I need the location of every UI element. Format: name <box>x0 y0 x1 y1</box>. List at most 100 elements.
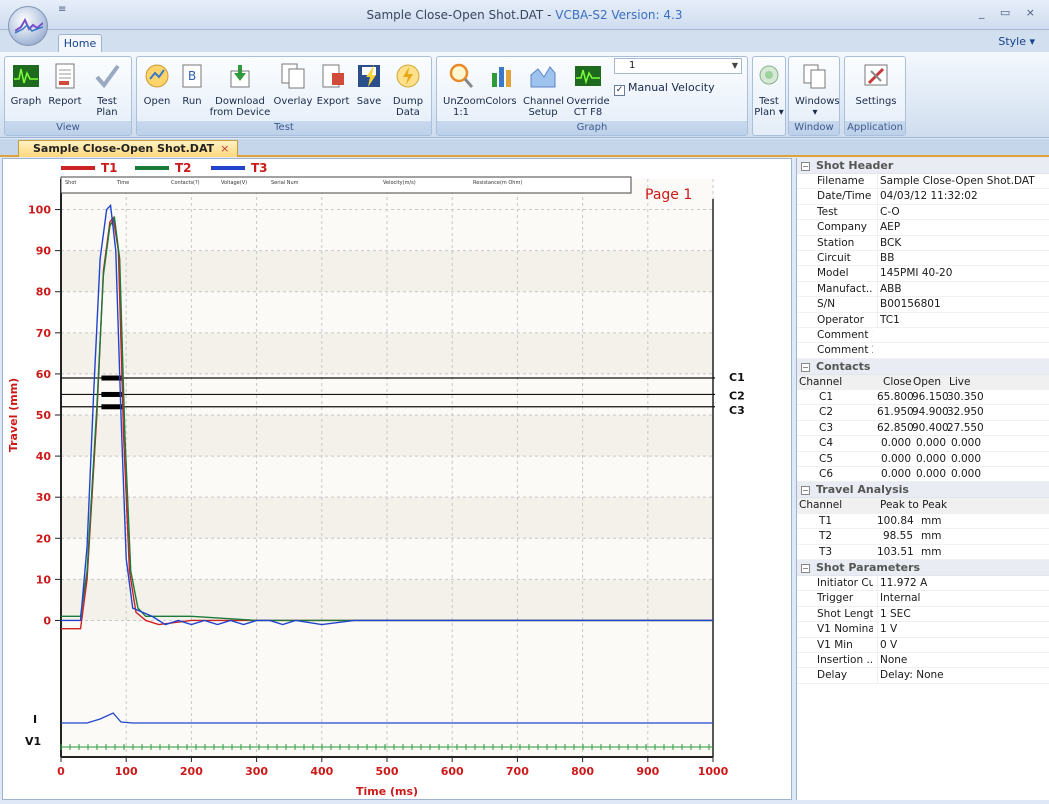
colors-button[interactable]: Colors <box>483 59 519 107</box>
property-value: 1 V <box>877 622 897 638</box>
property-row[interactable]: Circuit BB <box>797 250 1049 267</box>
contact-row[interactable]: C6 0.000 0.000 0.000 <box>797 467 1049 483</box>
property-value: 1 SEC <box>877 606 911 622</box>
header-strip-label: Contacts(?) <box>171 180 200 186</box>
quick-access-toolbar[interactable]: ≡ <box>58 4 67 15</box>
property-row[interactable]: Delay Delay: None <box>797 668 1049 684</box>
style-menu[interactable]: Style ▾ <box>998 35 1035 48</box>
channel-setup-button[interactable]: Channel Setup <box>521 59 565 118</box>
travel-value: 103.51 <box>877 545 914 558</box>
property-value: AEP <box>877 220 900 236</box>
property-row[interactable]: S/N B00156801 <box>797 297 1049 313</box>
windows-button[interactable]: Windows ▾ <box>791 59 840 118</box>
x-tick-label: 900 <box>636 765 659 778</box>
header-strip-label: Serial Num <box>271 180 299 186</box>
graph-panel[interactable]: 0 10 20 30 40 50 60 70 80 90 100 0 100 200 300 400 500 60… <box>2 158 792 800</box>
y-tick-label: 0 <box>43 614 51 627</box>
document-tab-strip: Sample Close-Open Shot.DAT × <box>0 139 1049 157</box>
contact-row[interactable]: C5 0.000 0.000 0.000 <box>797 452 1049 468</box>
travel-row[interactable]: T3 103.51 mm <box>797 545 1049 560</box>
unzoom-button[interactable]: UnZoom 1:1 <box>441 59 486 118</box>
velocity-select[interactable]: 1 ▼ <box>614 58 742 74</box>
category-shot-header[interactable]: − Shot Header <box>797 158 1049 174</box>
property-row[interactable]: Station BCK <box>797 235 1049 251</box>
contact-label-c3: C3 <box>729 404 745 417</box>
document-tab[interactable]: Sample Close-Open Shot.DAT × <box>18 140 239 157</box>
property-row[interactable]: Shot Length 1 SEC <box>797 606 1049 623</box>
legend-label-t2: T2 <box>175 161 192 175</box>
overlay-button[interactable]: Overlay <box>273 59 313 107</box>
settings-button[interactable]: Settings <box>849 59 903 107</box>
collapse-icon[interactable]: − <box>801 362 810 372</box>
category-travel-analysis[interactable]: − Travel Analysis <box>797 482 1049 499</box>
run-button[interactable]: B Run <box>177 59 207 107</box>
property-row[interactable]: Comment 2 <box>797 343 1049 359</box>
property-name: Station <box>817 236 855 249</box>
property-name: Shot Length <box>817 607 873 620</box>
property-row[interactable]: Comment 1 <box>797 328 1049 344</box>
page-label: Page 1 <box>645 187 692 203</box>
report-button[interactable]: Report <box>45 59 85 107</box>
property-row[interactable]: Insertion ... None <box>797 652 1049 669</box>
ribbon-tab-row: Home Style ▾ <box>0 30 1049 53</box>
property-value: ABB <box>877 281 902 297</box>
close-icon[interactable]: × <box>220 142 230 155</box>
collapse-icon[interactable]: − <box>801 563 810 573</box>
category-contacts[interactable]: − Contacts <box>797 358 1049 375</box>
travel-row[interactable]: T1 100.84 mm <box>797 514 1049 530</box>
save-button[interactable]: Save <box>353 59 385 107</box>
test-plan-button[interactable]: Test Plan <box>89 59 125 118</box>
travel-channel: T3 <box>819 545 833 558</box>
test-plan-dropdown[interactable]: Test Plan ▾ <box>753 59 785 118</box>
property-row[interactable]: Trigger Internal <box>797 591 1049 607</box>
header-strip <box>60 176 632 194</box>
contact-live: 0.000 <box>950 437 981 450</box>
y-tick-label: 10 <box>36 573 52 586</box>
window-controls[interactable]: _ ▭ × <box>978 6 1041 19</box>
property-row[interactable]: Filename Sample Close-Open Shot.DAT <box>797 174 1049 190</box>
tab-home[interactable]: Home <box>58 34 102 53</box>
override-button[interactable]: Override CT F8 <box>565 59 611 118</box>
contact-row[interactable]: C3 62.850 90.400 27.550 <box>797 421 1049 437</box>
property-row[interactable]: Test C-O <box>797 204 1049 221</box>
collapse-icon[interactable]: − <box>801 162 810 171</box>
y-tick-label: 90 <box>36 245 52 258</box>
x-tick-label: 100 <box>115 765 138 778</box>
save-button-label: Save <box>356 96 382 107</box>
window-title: Sample Close-Open Shot.DAT - VCBA-S2 Ver… <box>0 8 1049 22</box>
download-button[interactable]: Download from Device <box>209 59 271 118</box>
magnifier-icon <box>449 63 474 88</box>
group-application: Settings Application <box>844 56 906 136</box>
contact-row[interactable]: C1 65.800 96.150 30.350 <box>797 390 1049 406</box>
category-shot-parameters[interactable]: − Shot Parameters <box>797 559 1049 576</box>
property-row[interactable]: Initiator Cu... 11.972 A <box>797 575 1049 592</box>
contact-row[interactable]: C2 61.950 94.900 32.950 <box>797 405 1049 421</box>
travel-row[interactable]: T2 98.55 mm <box>797 529 1049 545</box>
dump-data-button[interactable]: Dump Data <box>389 59 427 118</box>
x-tick-label: 200 <box>180 765 203 778</box>
contact-row[interactable]: C4 0.000 0.000 0.000 <box>797 436 1049 452</box>
export-button[interactable]: Export <box>315 59 351 107</box>
contact-channel: C3 <box>819 421 834 434</box>
contact-channel: C4 <box>819 437 834 450</box>
property-row[interactable]: Model 145PMI 40-20 <box>797 266 1049 282</box>
property-row[interactable]: Date/Time 04/03/12 11:32:02 <box>797 189 1049 205</box>
property-grid[interactable]: − Shot Header Filename Sample Close-Open Sh… <box>796 158 1049 800</box>
category-title: Shot Parameters <box>816 560 921 574</box>
property-row[interactable]: Company AEP <box>797 220 1049 236</box>
property-row[interactable]: V1 Min 0 V <box>797 637 1049 653</box>
manual-velocity-checkbox[interactable]: ✓ Manual Velocity <box>614 81 715 96</box>
y-tick-label: 50 <box>36 409 52 422</box>
property-row[interactable]: Operator TC1 <box>797 312 1049 328</box>
app-menu-button[interactable] <box>8 6 48 46</box>
property-value: 04/03/12 11:32:02 <box>877 189 978 205</box>
legend-label-t1: T1 <box>101 161 118 175</box>
property-value: BB <box>877 250 894 266</box>
property-row[interactable]: Manufact... ABB <box>797 281 1049 298</box>
open-button[interactable]: Open <box>141 59 173 107</box>
property-row[interactable]: V1 Nominal 1 V <box>797 622 1049 638</box>
contact-close: 0.000 <box>880 452 911 465</box>
collapse-icon[interactable]: − <box>801 486 810 496</box>
graph-button[interactable]: Graph <box>9 59 43 107</box>
